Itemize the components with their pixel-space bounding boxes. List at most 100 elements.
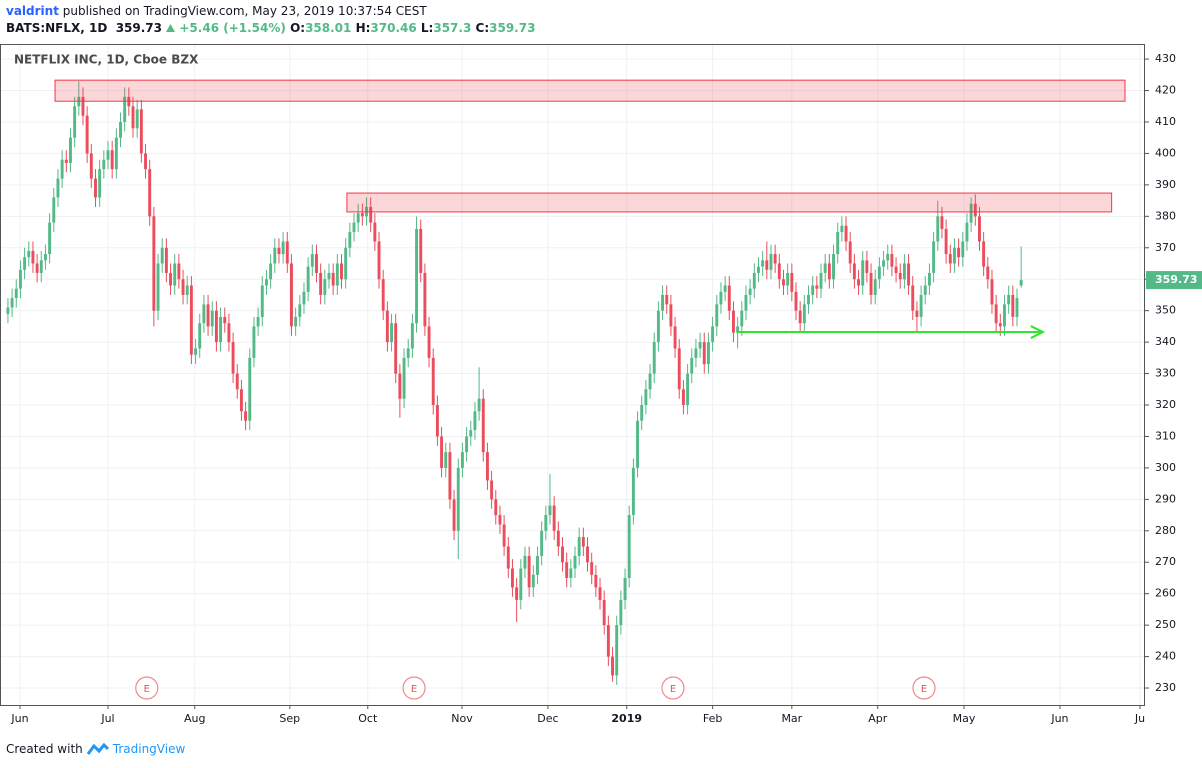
- x-tick-label: Aug: [184, 712, 205, 725]
- candle-body: [81, 96, 85, 116]
- candle-body: [277, 247, 281, 255]
- candle-body: [661, 294, 665, 311]
- candle-body: [319, 272, 323, 295]
- candle-body: [957, 247, 961, 258]
- candle-body: [264, 279, 268, 286]
- candle-body: [769, 254, 773, 270]
- candle-body: [294, 316, 298, 327]
- candle-body: [702, 342, 706, 365]
- x-tick-label: Jun: [10, 712, 28, 725]
- resistance-zone: [54, 79, 1126, 102]
- candle-body: [527, 555, 531, 588]
- candle-body: [798, 310, 802, 324]
- c-label: C:: [475, 21, 490, 35]
- earnings-label: E: [670, 684, 676, 695]
- candle-body: [515, 587, 519, 600]
- candle-body: [727, 285, 731, 311]
- brand[interactable]: TradingView: [112, 742, 186, 756]
- candle-body: [419, 228, 423, 273]
- candle-body: [586, 546, 589, 563]
- last-price: 359.73: [115, 21, 162, 35]
- candle-body: [285, 241, 289, 264]
- candle-body: [548, 505, 552, 516]
- candle-body: [340, 263, 343, 280]
- candle-body: [844, 225, 848, 242]
- candle-body: [73, 106, 77, 138]
- candle-body: [323, 279, 327, 295]
- y-tick-label: 250: [1155, 618, 1176, 631]
- candle-body: [273, 247, 277, 264]
- candle-body: [31, 250, 35, 264]
- candle-body: [406, 348, 410, 358]
- candle-body: [131, 106, 135, 129]
- candle-body: [619, 599, 623, 626]
- y-tick-label: 290: [1155, 492, 1176, 505]
- y-tick-label: 340: [1155, 335, 1176, 348]
- candle-body: [456, 467, 460, 531]
- candle-body: [886, 254, 890, 261]
- candle-body: [948, 254, 952, 264]
- candle-body: [923, 285, 927, 295]
- o-label: O:: [290, 21, 306, 35]
- candle-body: [248, 357, 252, 421]
- candle-body: [427, 326, 431, 358]
- candle-body: [952, 247, 956, 264]
- candle-body: [494, 499, 498, 516]
- tv-logo: [86, 743, 109, 755]
- candle-body: [252, 326, 256, 358]
- symbol-line: BATS:NFLX, 1D 359.73 +5.46 (+1.54%) O:35…: [6, 21, 535, 35]
- y-tick-label: 350: [1155, 304, 1176, 317]
- candle-body: [794, 291, 798, 311]
- candle-body: [506, 546, 510, 569]
- candle-body: [611, 656, 614, 676]
- candle-body: [627, 515, 631, 578]
- candle-body: [940, 216, 944, 229]
- candle-body: [736, 326, 740, 333]
- candle-body: [932, 241, 936, 273]
- candle-body: [623, 577, 627, 600]
- candle-body: [786, 272, 790, 286]
- candle-body: [202, 304, 206, 324]
- candle-body: [531, 574, 535, 588]
- candle-body: [360, 213, 364, 217]
- candle-body: [498, 515, 502, 525]
- candle-body: [552, 505, 556, 531]
- candle-body: [731, 310, 735, 333]
- x-tick-label: Nov: [451, 712, 473, 725]
- candle-body: [898, 272, 902, 280]
- candle-body: [60, 159, 64, 179]
- candle-body: [765, 260, 769, 270]
- o-value: 358.01: [305, 21, 352, 35]
- candle-body: [490, 480, 494, 500]
- candle-body: [636, 420, 640, 468]
- author[interactable]: valdrint: [6, 4, 59, 18]
- candle-body: [819, 272, 823, 289]
- earnings-label: E: [921, 684, 927, 695]
- candle-body: [281, 241, 285, 255]
- candle-body: [865, 260, 869, 273]
- candle-body: [369, 206, 373, 223]
- y-tick-label: 370: [1155, 241, 1176, 254]
- y-tick-label: 280: [1155, 524, 1176, 537]
- arrow-head: [1030, 325, 1046, 339]
- candle-body: [690, 357, 694, 374]
- candle-body: [352, 222, 356, 233]
- candle-body: [315, 254, 318, 273]
- candle-body: [335, 263, 339, 286]
- candle-body: [694, 348, 698, 358]
- candle-body: [390, 323, 393, 343]
- candle-body: [306, 266, 310, 292]
- candle-body: [256, 316, 260, 327]
- candle-body: [110, 150, 114, 170]
- candle-body: [669, 304, 673, 327]
- y-tick-label: 420: [1155, 84, 1176, 97]
- candle-body: [536, 555, 539, 575]
- candle-body: [665, 294, 669, 305]
- y-tick-label: 430: [1155, 52, 1176, 65]
- candle-body: [802, 304, 806, 324]
- candle-body: [27, 250, 31, 258]
- candle-body: [644, 389, 648, 406]
- candle-body: [677, 348, 681, 390]
- x-tick-label: Jun: [1050, 712, 1068, 725]
- candle-body: [573, 555, 577, 569]
